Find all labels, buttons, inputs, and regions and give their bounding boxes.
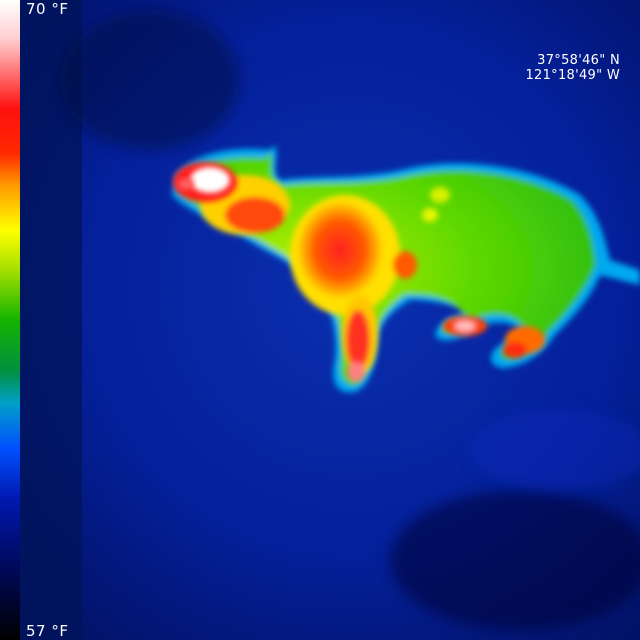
head-hotspot [173, 162, 237, 202]
longitude-readout: 121°18'49" W [525, 68, 620, 83]
dark-patch [60, 10, 240, 150]
dark-patch [390, 490, 640, 630]
temperature-scale-bar [0, 0, 20, 640]
light-patch [470, 410, 640, 490]
latitude-readout: 37°58'46" N [537, 53, 620, 68]
gps-coordinates: 37°58'46" N 121°18'49" W [525, 53, 620, 83]
scale-min-label: 57 °F [26, 622, 69, 640]
scale-max-label: 70 °F [26, 0, 69, 18]
